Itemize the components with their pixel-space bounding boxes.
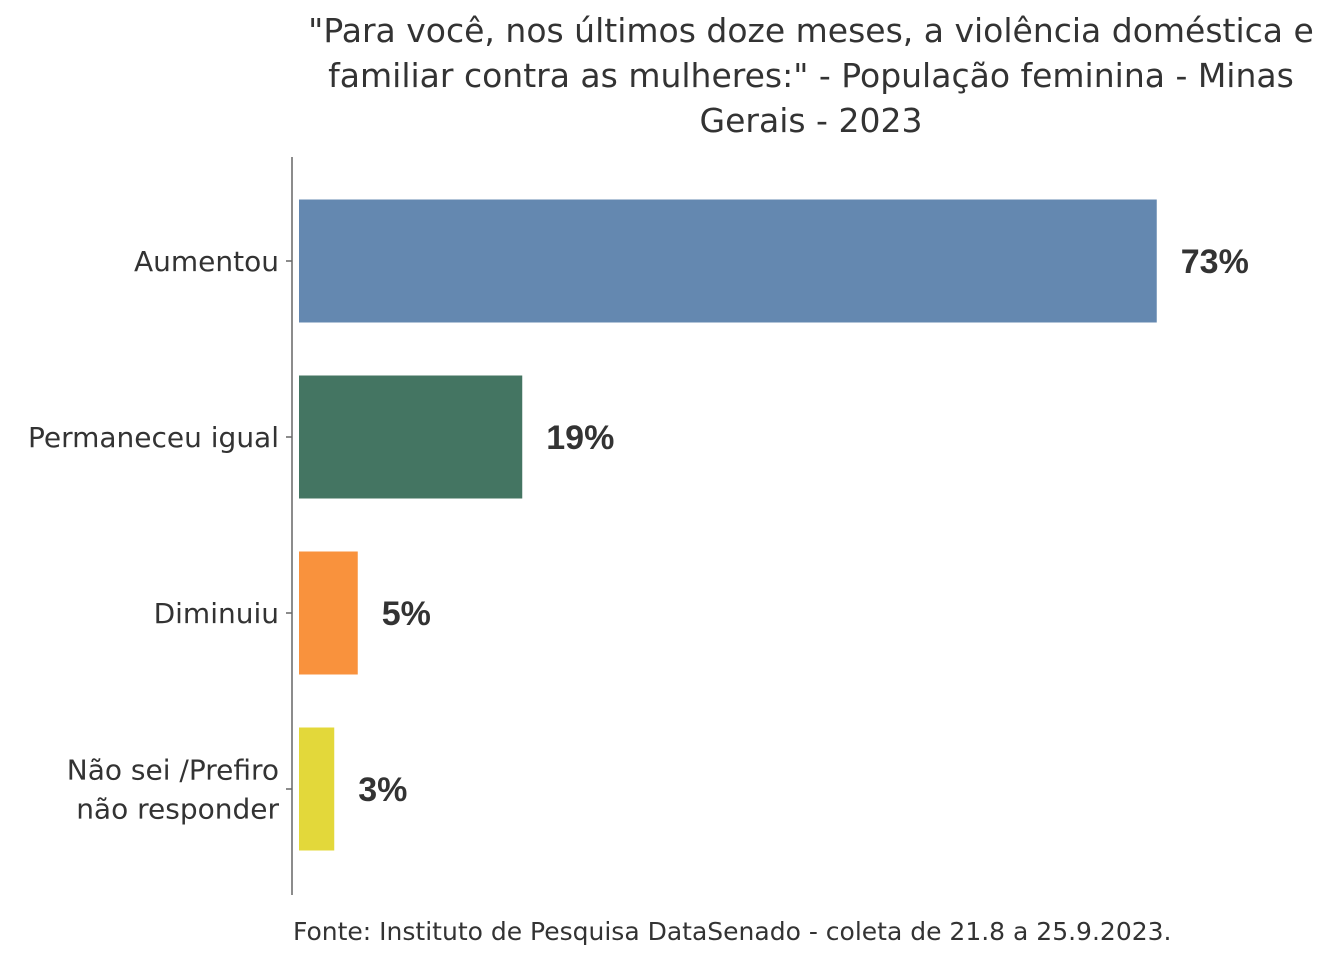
chart-title: "Para você, nos últimos doze meses, a vi… [308,11,1314,140]
chart-title-line: "Para você, nos últimos doze meses, a vi… [308,11,1314,50]
category-label: não responder [76,793,279,826]
bars [299,199,1157,851]
bar [299,727,335,851]
category-label: Não sei /Prefiro [67,754,279,787]
chart-title-line: familiar contra as mulheres:" - Populaçã… [328,56,1294,95]
value-labels: 73% 19% 5% 3% [358,243,1249,809]
category-label: Diminuiu [154,597,279,630]
chart-title-line: Gerais - 2023 [700,101,923,140]
category-label: Aumentou [134,245,279,278]
value-label: 3% [358,771,407,809]
bar [299,199,1157,323]
category-labels: Aumentou Permaneceu igual Diminuiu Não sei … [28,245,280,826]
bar [299,551,358,675]
y-axis-ticks [286,260,292,790]
value-label: 5% [382,595,431,633]
value-label: 73% [1181,243,1249,281]
source-note: Fonte: Instituto de Pesquisa DataSenado … [293,917,1171,946]
category-label: Permaneceu igual [28,421,279,454]
bar [299,375,523,499]
value-label: 19% [546,419,614,457]
